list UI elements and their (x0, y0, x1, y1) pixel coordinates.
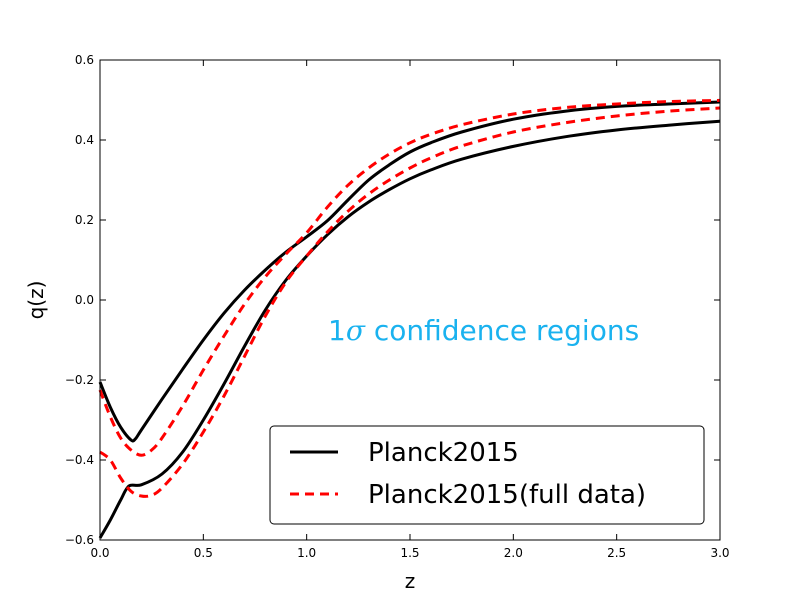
curves-group (98, 98, 721, 539)
series-line-planck2015-full-data-lower (99, 106, 721, 498)
annotation-number: 1 (328, 314, 346, 347)
x-axis-label: z (405, 569, 416, 593)
plot-frame (99, 59, 721, 541)
y-tick-label: 0.6 (75, 53, 94, 67)
legend-label-planck2015-full-data: Planck2015(full data) (368, 480, 646, 510)
x-tick-label: 1.5 (400, 546, 419, 560)
series-line-planck2015-lower (98, 119, 721, 539)
ticks-group: 0.0 0.5 1.0 1.5 2.0 2.5 3.0 −0.6 −0.4 −0.2 0.0 0.2 0… (65, 53, 730, 560)
y-tick-label: −0.6 (65, 533, 94, 547)
y-tick-label: −0.4 (65, 453, 94, 467)
x-tick-label: 0.0 (90, 546, 109, 560)
x-tick-label: 3.0 (710, 546, 729, 560)
confidence-annotation: 1σ confidence regions (328, 314, 639, 347)
y-tick-label: −0.2 (65, 373, 94, 387)
annotation-sigma: σ (346, 314, 366, 347)
y-tick-label: 0.4 (75, 133, 94, 147)
y-tick-label: 0.2 (75, 213, 94, 227)
legend: Planck2015 Planck2015(full data) (269, 425, 705, 525)
x-tick-label: 1.0 (297, 546, 316, 560)
series-line-planck2015-full-data-upper (98, 98, 721, 457)
x-tick-label: 2.5 (607, 546, 626, 560)
y-axis-label: q(z) (24, 281, 48, 320)
x-tick-label: 0.5 (194, 546, 213, 560)
annotation-text: confidence regions (365, 314, 639, 347)
y-tick-label: 0.0 (75, 293, 94, 307)
legend-box (269, 425, 705, 525)
series-line-planck2015-upper (98, 100, 721, 443)
x-tick-label: 2.0 (504, 546, 523, 560)
legend-label-planck2015: Planck2015 (368, 438, 519, 468)
